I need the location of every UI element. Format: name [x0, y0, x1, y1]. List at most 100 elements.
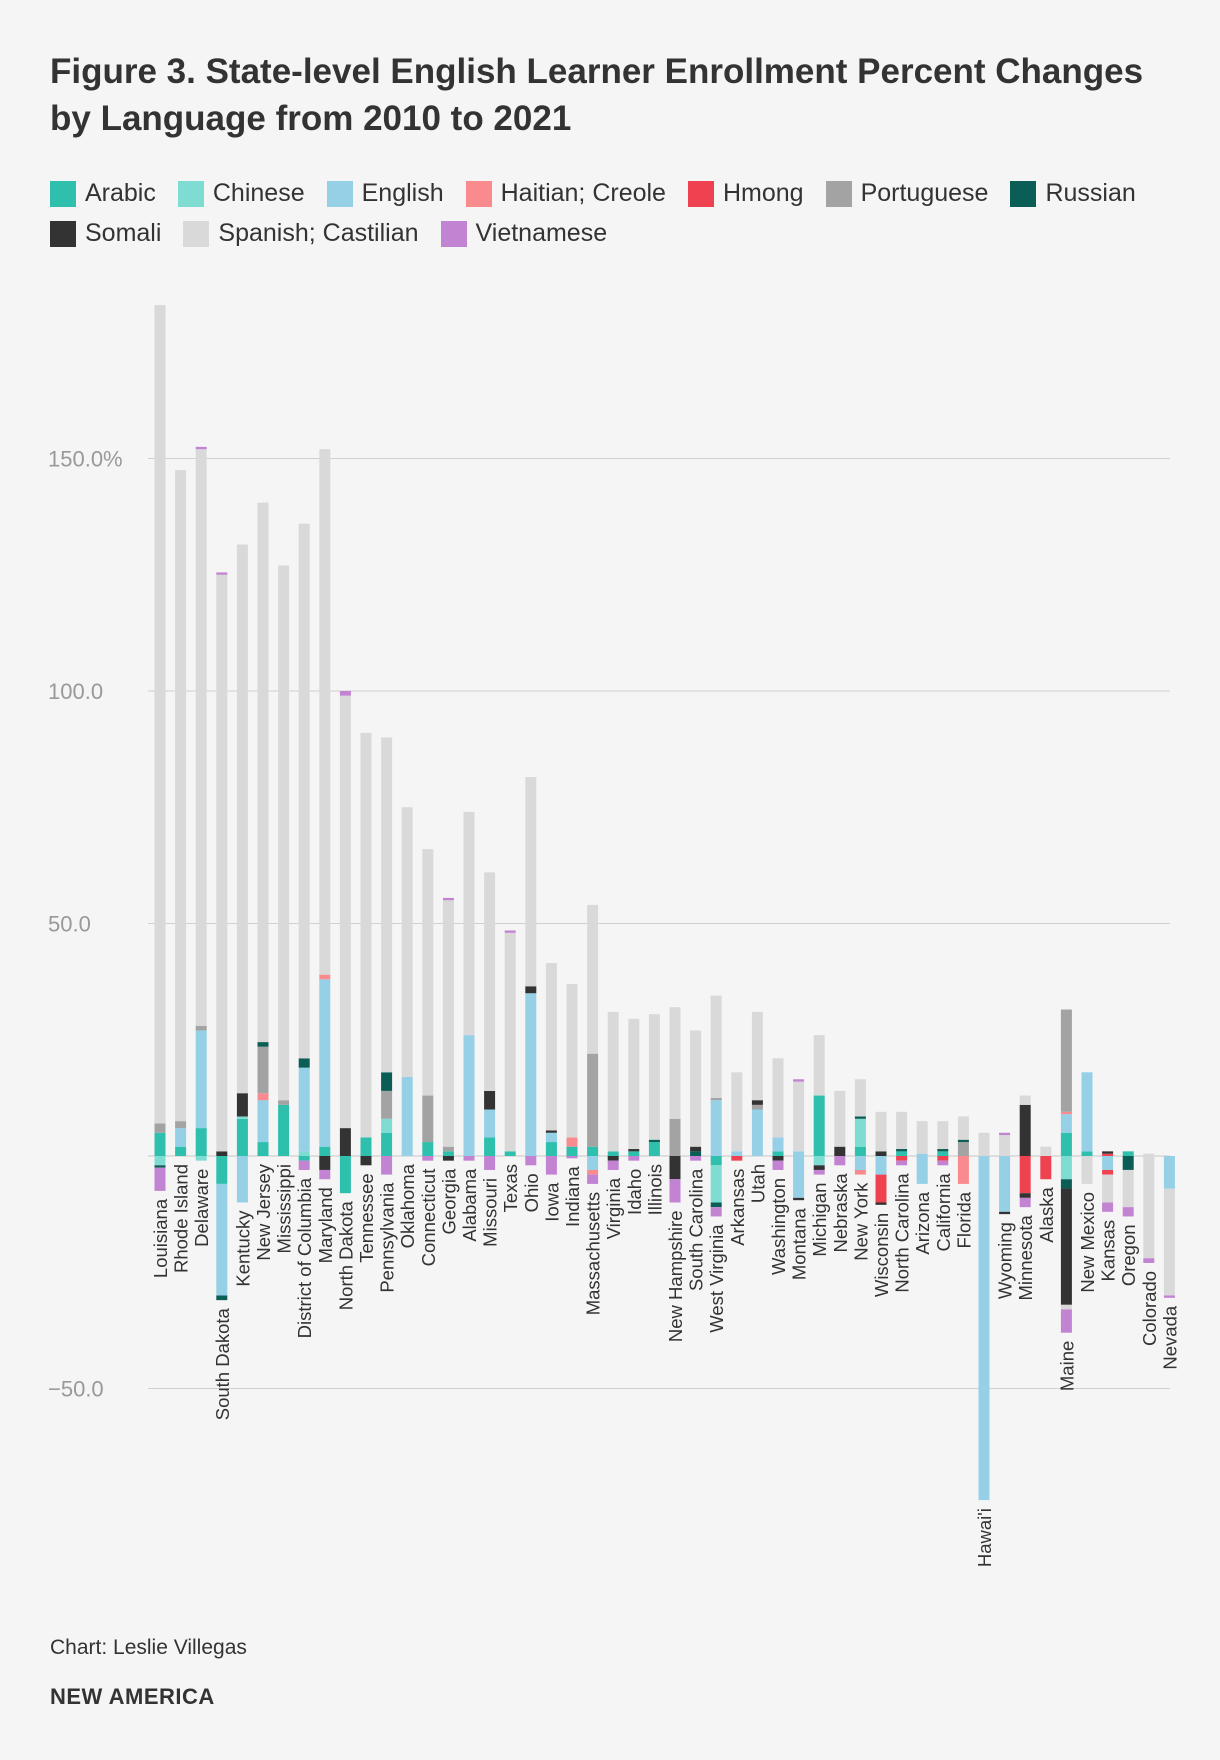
- bar-segment-arabic: [257, 1142, 269, 1156]
- bar-segment-vietnamese: [525, 1156, 537, 1166]
- bar-segment-english: [978, 1156, 990, 1501]
- x-tick-label: Louisiana: [150, 1198, 171, 1278]
- bar-segment-english: [793, 1151, 805, 1156]
- bar-group-kansas: Kansas: [1098, 1151, 1119, 1282]
- bar-segment-english: [772, 1137, 784, 1152]
- bar-segment-english: [916, 1153, 928, 1156]
- bar-segment-arabic: [648, 1142, 660, 1156]
- bar-segment-somali: [772, 1156, 784, 1161]
- bar-segment-russian: [154, 1165, 166, 1168]
- bar-segment-somali: [339, 1128, 351, 1156]
- bar-segment-vietnamese: [216, 572, 228, 575]
- legend-label: Chinese: [212, 179, 305, 207]
- legend-label: Spanish; Castilian: [218, 219, 419, 247]
- bar-group-florida: Florida: [953, 1116, 974, 1248]
- bar-segment-spanish-castilian: [154, 305, 166, 1124]
- bar-segment-haitian-creole: [319, 974, 331, 980]
- bar-group-ohio: Ohio: [521, 777, 542, 1212]
- bar-group-connecticut: Connecticut: [418, 849, 439, 1266]
- bar-segment-arabic: [628, 1151, 640, 1156]
- legend-item-spanish-castilian: Spanish; Castilian: [183, 219, 419, 247]
- bar-segment-spanish-castilian: [298, 523, 310, 1059]
- legend-swatch: [326, 180, 353, 207]
- bar-segment-spanish-castilian: [566, 983, 578, 1138]
- bar-segment-vietnamese: [937, 1160, 949, 1166]
- x-tick-label: Georgia: [438, 1168, 459, 1235]
- bar-group-west-virginia: West Virginia: [706, 995, 727, 1333]
- bar-segment-spanish-castilian: [731, 1072, 743, 1152]
- bar-segment-portuguese: [710, 1097, 722, 1101]
- bar-segment-vietnamese: [545, 1156, 557, 1175]
- x-tick-label: Wyoming: [995, 1222, 1016, 1299]
- bar-segment-vietnamese: [690, 1156, 702, 1161]
- x-tick-label: West Virginia: [706, 1224, 727, 1333]
- bar-segment-arabic: [278, 1104, 290, 1156]
- bar-segment-russian: [216, 1295, 228, 1301]
- bar-segment-vietnamese: [710, 1207, 722, 1217]
- bar-segment-spanish-castilian: [690, 1030, 702, 1147]
- x-tick-label: Rhode Island: [171, 1164, 192, 1273]
- bar-segment-portuguese: [175, 1121, 187, 1129]
- legend-item-vietnamese: Vietnamese: [440, 219, 608, 247]
- bar-segment-spanish-castilian: [278, 565, 290, 1101]
- bar-segment-portuguese: [751, 1104, 763, 1110]
- bar-segment-spanish-castilian: [957, 1116, 969, 1140]
- bar-segment-spanish-castilian: [545, 963, 557, 1131]
- bar-segment-vietnamese: [896, 1160, 908, 1166]
- bar-group-north-dakota: North Dakota: [335, 691, 356, 1310]
- x-tick-label: Oregon: [1118, 1224, 1139, 1286]
- x-tick-label: Kentucky: [232, 1210, 253, 1287]
- bar-segment-vietnamese: [1122, 1207, 1134, 1217]
- bar-segment-portuguese: [1060, 1009, 1072, 1112]
- legend-label: Haitian; Creole: [500, 179, 666, 207]
- x-tick-label: Alaska: [1036, 1187, 1057, 1243]
- bar-segment-somali: [751, 1100, 763, 1105]
- bar-segment-spanish-castilian: [195, 449, 207, 1026]
- bar-segment-arabic: [1081, 1151, 1093, 1156]
- bar-segment-portuguese: [587, 1053, 599, 1147]
- bar-group-oregon: Oregon: [1118, 1151, 1139, 1286]
- x-tick-label: Pennsylvania: [377, 1182, 398, 1293]
- legend-swatch: [465, 180, 492, 207]
- bar-group-rhode-island: Rhode Island: [171, 470, 192, 1273]
- bar-segment-spanish-castilian: [916, 1121, 928, 1154]
- bar-segment-vietnamese: [442, 897, 454, 901]
- bar-group-michigan: Michigan: [809, 1035, 830, 1257]
- x-tick-label: Colorado: [1139, 1271, 1160, 1346]
- bar-segment-chinese: [195, 1156, 207, 1161]
- bar-segment-arabic: [381, 1132, 393, 1156]
- legend-label: Vietnamese: [475, 219, 608, 247]
- legend-swatch: [825, 180, 852, 207]
- bar-segment-chinese: [154, 1156, 166, 1166]
- bar-segment-english: [484, 1109, 496, 1138]
- bar-segment-hmong: [937, 1156, 949, 1161]
- bar-group-new-hampshire: New Hampshire: [665, 1007, 686, 1342]
- bar-segment-spanish-castilian: [1040, 1146, 1052, 1156]
- chart-credit: Chart: Leslie Villegas: [50, 1636, 247, 1659]
- bar-segment-chinese: [813, 1156, 825, 1166]
- y-tick-label: 50.0: [48, 912, 91, 937]
- stacked-bar-chart: 150.0% 100.0 50.0 −50.0 Louisiana Rhode Islan…: [48, 305, 1180, 1567]
- bar-group-wyoming: Wyoming: [995, 1132, 1016, 1299]
- x-tick-label: Maryland: [315, 1187, 336, 1263]
- bar-segment-russian: [1060, 1179, 1072, 1189]
- bar-segment-arabic: [360, 1137, 372, 1156]
- x-tick-label: Massachusetts: [583, 1192, 604, 1315]
- bar-segment-hmong: [1102, 1153, 1114, 1156]
- bar-segment-vietnamese: [834, 1156, 846, 1166]
- bar-segment-spanish-castilian: [175, 470, 187, 1122]
- bar-segment-spanish-castilian: [525, 777, 537, 987]
- legend-label: English: [361, 179, 444, 207]
- bar-segment-spanish-castilian: [1060, 1304, 1072, 1310]
- bar-group-arizona: Arizona: [912, 1121, 933, 1255]
- bar-segment-spanish-castilian: [401, 807, 413, 1077]
- x-tick-label: Indiana: [562, 1166, 583, 1227]
- bar-segment-spanish-castilian: [1143, 1156, 1155, 1259]
- brand-logo-text: NEW AMERICA: [50, 1684, 215, 1709]
- bar-segment-russian: [257, 1042, 269, 1047]
- bar-segment-arabic: [896, 1151, 908, 1156]
- bar-segment-arabic: [319, 1146, 331, 1156]
- bar-segment-vietnamese: [793, 1079, 805, 1082]
- bar-segment-spanish-castilian: [628, 1018, 640, 1150]
- bar-segment-vietnamese: [628, 1156, 640, 1161]
